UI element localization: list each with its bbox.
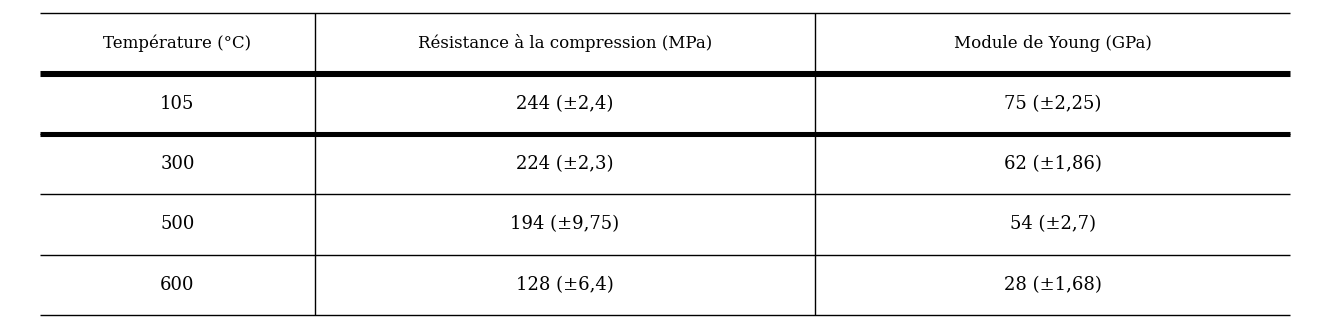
Text: 54 (±2,7): 54 (±2,7) bbox=[1009, 215, 1096, 233]
Text: 300: 300 bbox=[160, 155, 194, 173]
Text: 500: 500 bbox=[160, 215, 194, 233]
Text: 105: 105 bbox=[160, 95, 194, 113]
Text: 28 (±1,68): 28 (±1,68) bbox=[1004, 276, 1101, 294]
Text: 128 (±6,4): 128 (±6,4) bbox=[516, 276, 614, 294]
Text: 224 (±2,3): 224 (±2,3) bbox=[516, 155, 613, 173]
Text: Température (°C): Température (°C) bbox=[104, 34, 251, 52]
Text: 194 (±9,75): 194 (±9,75) bbox=[511, 215, 620, 233]
Text: 600: 600 bbox=[160, 276, 194, 294]
Text: 244 (±2,4): 244 (±2,4) bbox=[516, 95, 613, 113]
Text: Module de Young (GPa): Module de Young (GPa) bbox=[954, 35, 1152, 52]
Text: 75 (±2,25): 75 (±2,25) bbox=[1004, 95, 1101, 113]
Text: Résistance à la compression (MPa): Résistance à la compression (MPa) bbox=[418, 34, 712, 52]
Text: 62 (±1,86): 62 (±1,86) bbox=[1004, 155, 1101, 173]
